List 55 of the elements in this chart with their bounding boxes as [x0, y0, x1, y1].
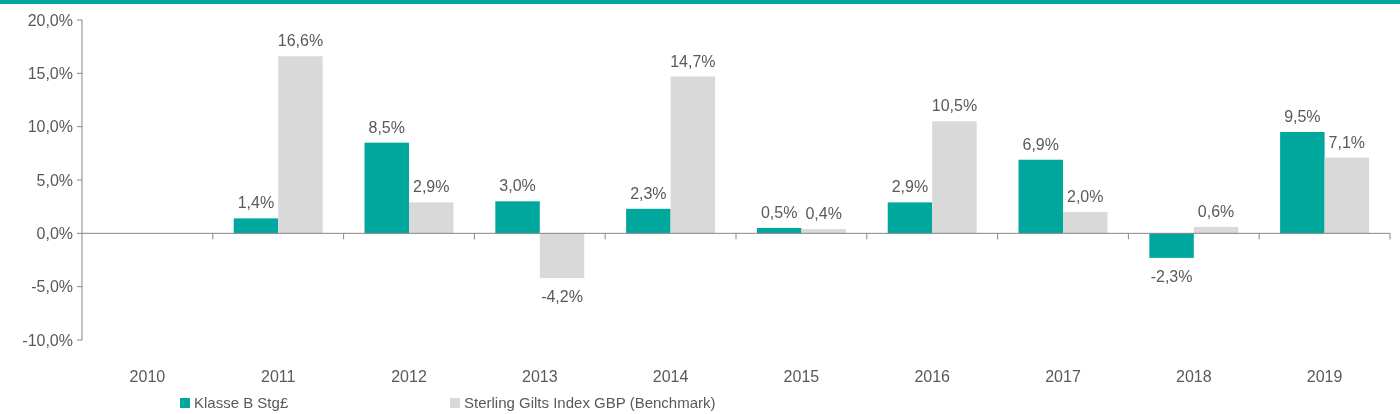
data-label: 0,5% — [760, 204, 798, 221]
data-label: 3,0% — [499, 177, 536, 195]
data-label: -2,3% — [1150, 267, 1193, 285]
bar — [539, 233, 585, 279]
bar — [1063, 212, 1108, 234]
data-label: -4,2% — [541, 288, 583, 306]
data-label: 14,7% — [670, 52, 716, 70]
data-label: 6,9% — [1022, 135, 1059, 153]
data-label: 0,4% — [805, 205, 842, 223]
bar — [1280, 132, 1325, 234]
x-tick-label: 2017 — [1045, 368, 1081, 385]
bar — [278, 56, 323, 234]
x-tick-label: 2013 — [522, 368, 558, 385]
bar — [364, 142, 409, 234]
y-tick-label: 15,0% — [27, 64, 73, 82]
bar — [495, 201, 540, 234]
y-tick-label: 0,0% — [36, 224, 73, 242]
data-label: 8,5% — [368, 118, 405, 136]
data-label: 10,5% — [931, 97, 978, 115]
x-tick-label: 2016 — [914, 368, 951, 385]
bar — [887, 202, 933, 234]
bar — [756, 228, 802, 234]
y-tick-label: 20,0% — [27, 11, 73, 29]
data-label: 2,3% — [630, 184, 667, 202]
bar — [801, 229, 846, 234]
x-tick-label: 2010 — [129, 368, 166, 385]
data-label: 0,6% — [1197, 202, 1235, 220]
bar — [1324, 157, 1370, 234]
x-tick-label: 2011 — [261, 368, 296, 385]
bar — [1149, 233, 1194, 258]
y-tick-label: 10,0% — [27, 118, 73, 136]
data-label: 1,4% — [237, 194, 275, 212]
bar — [409, 202, 454, 234]
data-label: 2,9% — [891, 178, 929, 196]
legend-label: Sterling Gilts Index GBP (Benchmark) — [464, 394, 716, 411]
x-tick-label: 2018 — [1176, 368, 1212, 385]
x-tick-label: 2015 — [783, 368, 820, 385]
y-tick-label: -10,0% — [22, 331, 73, 349]
data-label: 2,0% — [1067, 188, 1104, 205]
bar — [626, 208, 671, 234]
data-label: 2,9% — [413, 178, 450, 196]
bar — [233, 218, 279, 234]
y-tick-label: 5,0% — [36, 171, 73, 189]
legend-label: Klasse B Stg£ — [194, 394, 289, 411]
x-tick-label: 2019 — [1306, 368, 1343, 385]
x-tick-label: 2012 — [391, 368, 427, 385]
data-label: 7,1% — [1328, 133, 1366, 151]
bar — [670, 76, 716, 234]
x-tick-label: 2014 — [652, 368, 689, 385]
bar — [932, 121, 977, 234]
bar — [1193, 226, 1239, 234]
bar — [1018, 159, 1063, 234]
data-label: 9,5% — [1284, 108, 1321, 125]
data-label: 16,6% — [277, 32, 324, 50]
y-tick-label: -5,0% — [31, 278, 73, 296]
